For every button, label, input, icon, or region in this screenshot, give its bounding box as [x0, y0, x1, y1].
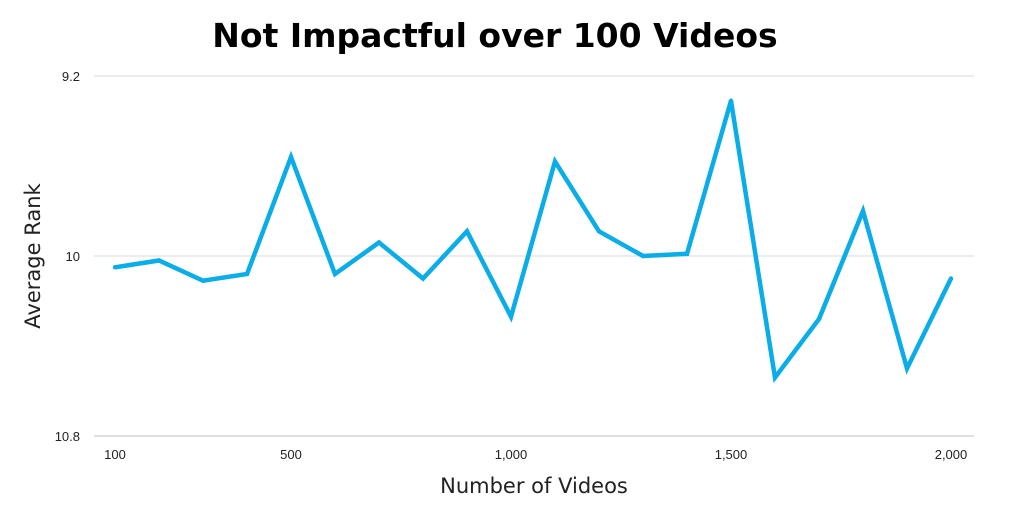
- x-axis-tick-labels: 100 500 1,000 1,500 2,000: [104, 447, 967, 462]
- data-point: [376, 240, 382, 245]
- data-point: [684, 251, 690, 256]
- data-point: [552, 159, 558, 164]
- y-tick-label: 10.8: [55, 429, 80, 444]
- x-tick-label: 1,000: [495, 447, 528, 462]
- x-tick-label: 500: [280, 447, 302, 462]
- data-point: [112, 265, 118, 270]
- data-point: [904, 366, 910, 371]
- data-point: [816, 316, 822, 322]
- chart-title: Not Impactful over 100 Videos: [212, 16, 778, 55]
- series-line: [114, 100, 954, 384]
- y-tick-label: 9.2: [62, 69, 80, 84]
- data-point: [244, 271, 250, 277]
- data-point: [156, 258, 162, 263]
- data-point: [948, 276, 954, 281]
- series-layer: [112, 98, 954, 384]
- data-point: [772, 375, 778, 380]
- x-tick-label: 1,500: [715, 447, 748, 462]
- data-point: [200, 278, 206, 283]
- data-point: [508, 314, 514, 319]
- x-axis-title: Number of Videos: [440, 474, 628, 498]
- data-point: [728, 98, 734, 103]
- y-tick-label: 10: [66, 249, 80, 264]
- gridlines: [94, 75, 974, 437]
- data-point: [640, 253, 646, 259]
- y-axis-tick-labels: 9.2 10 10.8: [55, 69, 80, 444]
- data-point: [596, 229, 602, 234]
- data-point: [420, 276, 426, 281]
- data-point: [860, 208, 866, 214]
- data-point: [288, 154, 294, 160]
- y-axis-title: Average Rank: [21, 182, 45, 328]
- x-tick-label: 2,000: [935, 447, 968, 462]
- data-point: [332, 271, 338, 277]
- x-tick-label: 100: [104, 447, 126, 462]
- data-point: [464, 229, 470, 234]
